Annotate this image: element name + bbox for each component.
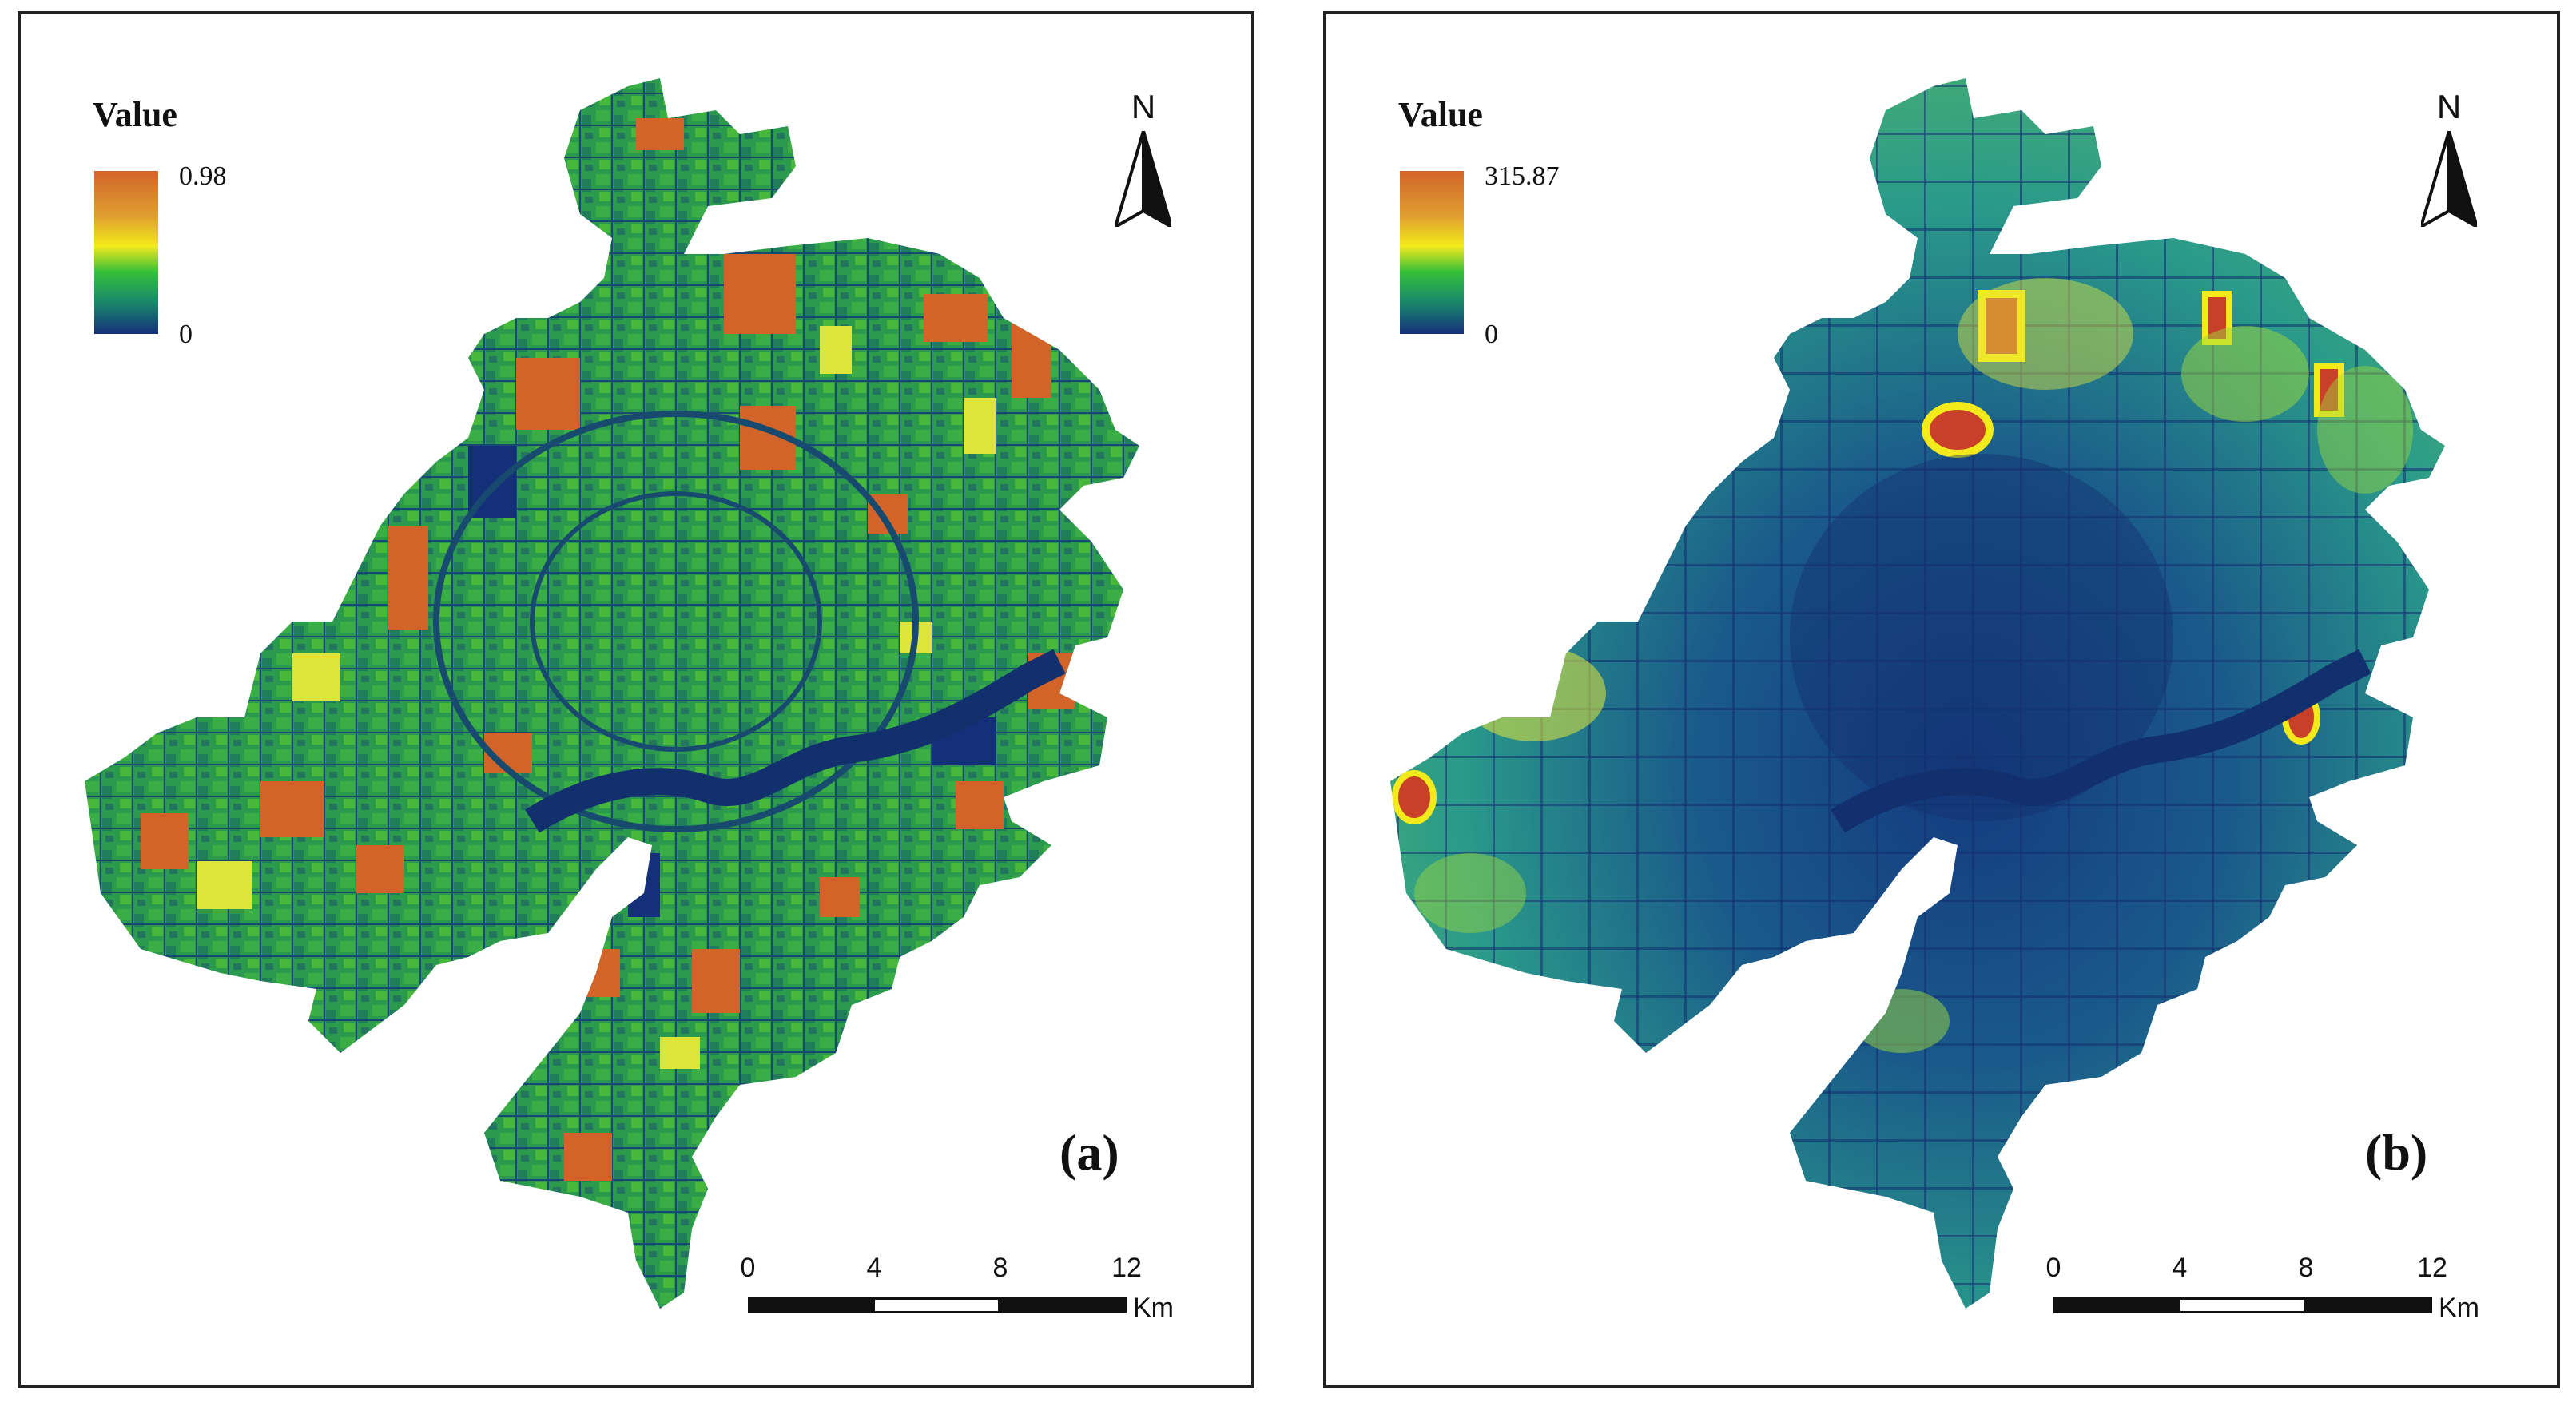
legend-max-value: 0.98 [179, 161, 227, 191]
map-panel-b: Value 315.87 0 N (b) 0 4 8 12 Km [1323, 11, 2560, 1388]
scale-tick: 8 [2298, 1253, 2314, 1283]
scale-segment [2053, 1297, 2180, 1313]
north-label: N [1131, 88, 1156, 125]
scale-segment [2178, 1297, 2306, 1313]
scale-tick: 0 [740, 1253, 756, 1283]
legend-color-ramp [94, 171, 158, 334]
scale-tick: 12 [2417, 1253, 2447, 1283]
scale-tick: 4 [866, 1253, 882, 1283]
scale-tick: 12 [1111, 1253, 1142, 1283]
scale-segment [748, 1297, 874, 1313]
legend-title: Value [1398, 95, 1483, 134]
scale-unit: Km [1133, 1293, 1174, 1323]
scalebar-a: 0 4 8 12 Km [740, 1253, 1219, 1340]
map-a-area [85, 78, 1139, 1309]
north-arrow-b: N [2413, 88, 2485, 232]
legend-color-ramp [1400, 171, 1464, 334]
legend-min-value: 0 [179, 320, 193, 349]
panel-label-b: (b) [2365, 1124, 2428, 1181]
legend-min-value: 0 [1485, 320, 1498, 349]
map-b-area [1390, 78, 2445, 1309]
map-panel-a: Value 0.98 0 N (a) 0 4 8 12 Km [18, 11, 1254, 1388]
legend-max-value: 315.87 [1485, 161, 1560, 191]
north-arrow-icon [1115, 131, 1171, 227]
scalebar-b: 0 4 8 12 Km [2045, 1253, 2525, 1340]
north-label: N [2436, 88, 2462, 125]
panel-label-a: (a) [1059, 1124, 1119, 1181]
scale-unit: Km [2439, 1293, 2479, 1323]
legend-b: Value 315.87 0 [1398, 94, 1638, 366]
scale-tick: 8 [992, 1253, 1008, 1283]
north-arrow-a: N [1107, 88, 1179, 232]
scale-segment [999, 1297, 1127, 1313]
scale-segment [873, 1297, 1000, 1313]
north-arrow-icon [2421, 131, 2477, 227]
scale-tick: 4 [2172, 1253, 2188, 1283]
scale-segment [2304, 1297, 2432, 1313]
legend-a: Value 0.98 0 [93, 94, 332, 366]
scale-tick: 0 [2045, 1253, 2061, 1283]
legend-title: Value [93, 95, 177, 134]
